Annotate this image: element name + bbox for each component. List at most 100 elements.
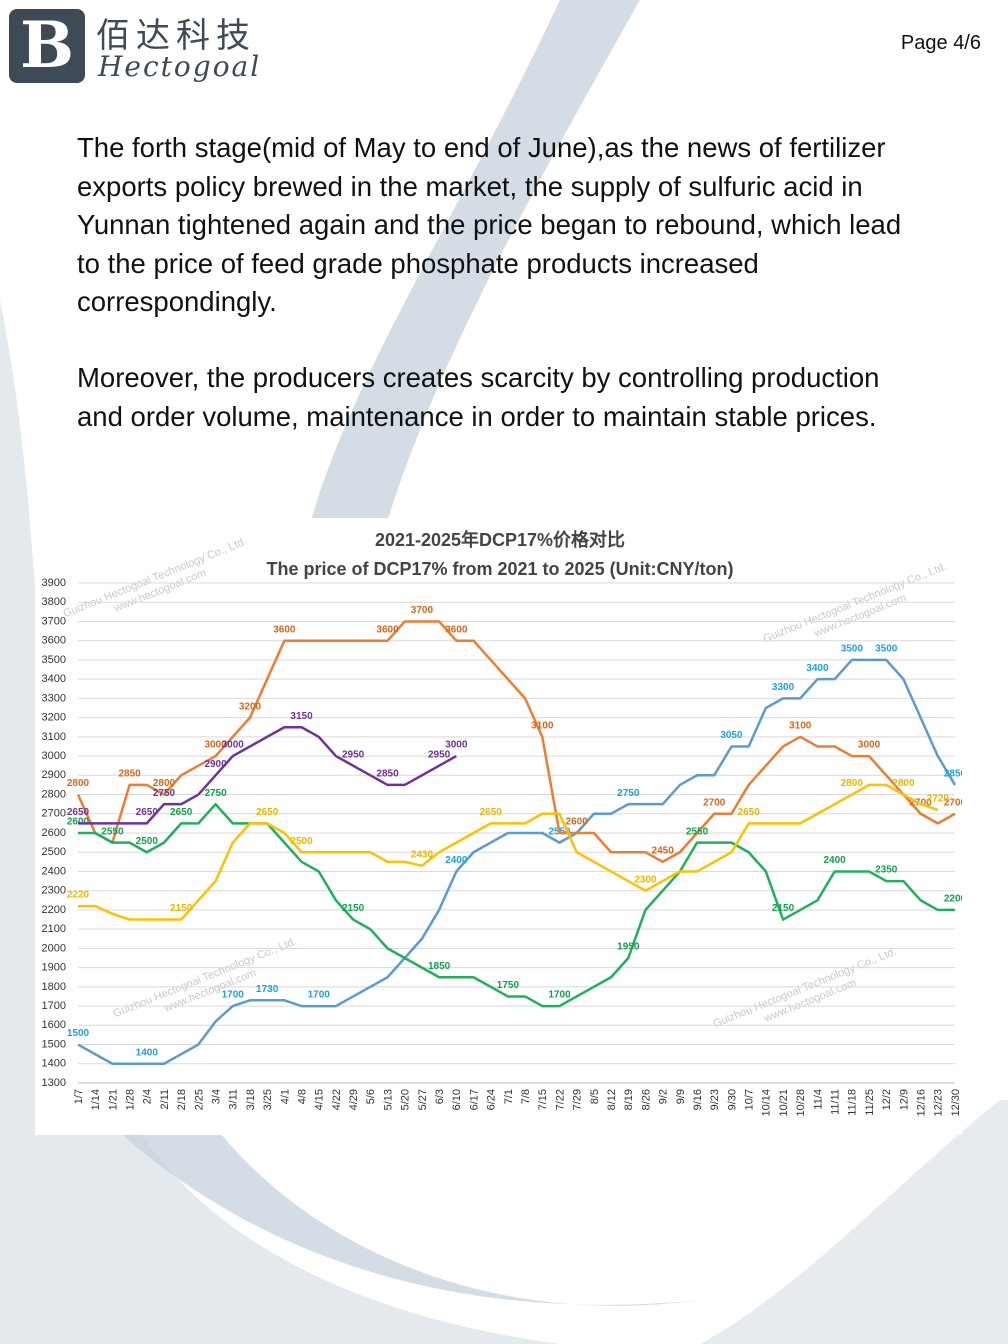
x-tick-label: 8/26: [640, 1089, 652, 1110]
data-label: 1950: [617, 942, 640, 953]
data-label: 3100: [789, 720, 812, 731]
x-tick-label: 2/4: [142, 1089, 154, 1104]
data-label: 2850: [376, 769, 399, 780]
y-tick-label: 1600: [42, 1019, 66, 1031]
data-label: 1700: [548, 990, 571, 1001]
data-label: 3600: [273, 624, 296, 635]
y-tick-label: 3600: [42, 635, 66, 647]
data-label: 2650: [136, 807, 159, 818]
x-tick-label: 12/23: [933, 1089, 945, 1117]
data-label: 2950: [428, 749, 451, 760]
x-tick-label: 1/21: [107, 1089, 119, 1110]
x-tick-label: 12/30: [950, 1089, 962, 1117]
watermark-text: Guizhou Hectogoal Technology Co., Ltd.: [712, 946, 899, 1031]
data-label: 2800: [892, 778, 915, 789]
x-tick-label: 11/11: [830, 1089, 842, 1115]
x-tick-label: 6/10: [451, 1089, 463, 1110]
page-number: Page 4/6: [900, 32, 981, 54]
x-tick-label: 1/7: [73, 1089, 85, 1104]
x-tick-label: 3/18: [245, 1089, 257, 1110]
y-tick-label: 1300: [42, 1077, 66, 1089]
x-tick-label: 7/8: [520, 1089, 532, 1104]
data-label: 2220: [67, 890, 90, 901]
x-tick-label: 10/14: [761, 1089, 773, 1117]
x-tick-label: 10/21: [778, 1089, 790, 1117]
data-label: 2350: [875, 865, 898, 876]
data-label: 2150: [772, 903, 795, 914]
series-line: [78, 725, 457, 825]
data-label: 3000: [858, 740, 881, 751]
y-tick-label: 1700: [42, 1000, 66, 1012]
x-tick-label: 9/16: [692, 1089, 704, 1110]
watermark-text: Guizhou Hectogoal Technology Co., Ltd.: [62, 536, 249, 621]
data-label: 2400: [445, 855, 468, 866]
x-tick-label: 5/27: [417, 1089, 429, 1110]
chart: 2021-2025年DCP17%价格对比 The price of DCP17%…: [35, 518, 962, 1135]
data-label: 2700: [944, 797, 962, 808]
data-label: 3700: [411, 605, 434, 616]
watermark: Guizhou Hectogoal Technology Co., Ltd.ww…: [712, 946, 899, 1031]
x-tick-label: 4/15: [314, 1089, 326, 1110]
data-label: 1730: [256, 984, 279, 995]
data-label: 2900: [204, 759, 227, 770]
y-tick-label: 2700: [42, 808, 66, 820]
x-tick-label: 4/8: [296, 1089, 308, 1104]
y-tick-label: 3500: [42, 654, 66, 666]
paragraph: The forth stage(mid of May to end of Jun…: [77, 132, 902, 317]
chart-title: 2021-2025年DCP17%价格对比: [375, 529, 625, 550]
data-label: 3400: [806, 663, 829, 674]
x-tick-label: 2/11: [159, 1089, 171, 1110]
y-tick-label: 2500: [42, 846, 66, 858]
x-tick-label: 7/1: [503, 1089, 515, 1104]
data-label: 1700: [222, 990, 245, 1001]
series-line: [77, 658, 957, 1066]
data-label: 2650: [738, 807, 761, 818]
data-label: 2650: [256, 807, 279, 818]
x-tick-label: 8/12: [606, 1089, 618, 1110]
y-tick-label: 1400: [42, 1058, 66, 1070]
x-tick-label: 9/30: [726, 1089, 738, 1110]
data-label: 2720: [927, 794, 950, 805]
y-tick-label: 3000: [42, 750, 66, 762]
data-label: 2750: [204, 788, 227, 799]
data-label: 2300: [634, 874, 657, 885]
data-label: 1750: [497, 980, 520, 991]
x-tick-label: 3/4: [210, 1089, 222, 1104]
logo: B: [9, 9, 85, 83]
x-tick-label: 5/6: [365, 1089, 377, 1104]
y-tick-label: 3200: [42, 712, 66, 724]
x-tick-label: 12/9: [898, 1089, 910, 1110]
x-tick-label: 4/22: [331, 1089, 343, 1110]
data-label: 3000: [204, 740, 227, 751]
data-label: 1700: [308, 990, 331, 1001]
y-tick-label: 1500: [42, 1038, 66, 1050]
x-tick-label: 9/2: [658, 1089, 670, 1104]
data-label: 2800: [841, 778, 864, 789]
x-tick-label: 6/24: [486, 1089, 498, 1110]
x-tick-label: 11/25: [864, 1089, 876, 1116]
y-tick-label: 3100: [42, 731, 66, 743]
x-tick-label: 7/22: [554, 1089, 566, 1110]
y-tick-label: 2200: [42, 904, 66, 916]
x-tick-label: 10/7: [744, 1089, 756, 1110]
data-label: 3300: [772, 682, 795, 693]
data-label: 2430: [411, 849, 434, 860]
data-label: 1500: [67, 1028, 90, 1039]
x-tick-label: 5/13: [382, 1089, 394, 1110]
x-tick-label: 9/23: [709, 1089, 721, 1110]
data-label: 2650: [480, 807, 503, 818]
x-tick-label: 1/14: [90, 1089, 102, 1110]
series-line: [78, 783, 939, 921]
brand-cn: 佰达科技: [96, 16, 256, 56]
data-label: 2850: [118, 769, 141, 780]
y-tick-label: 3900: [42, 577, 66, 589]
y-tick-label: 2300: [42, 885, 66, 897]
y-tick-label: 2000: [42, 942, 66, 954]
x-tick-label: 7/29: [572, 1089, 584, 1110]
data-label: 3500: [841, 644, 864, 655]
data-label: 3000: [222, 740, 245, 751]
data-label: 1400: [136, 1047, 159, 1058]
x-tick-label: 10/28: [795, 1089, 807, 1117]
